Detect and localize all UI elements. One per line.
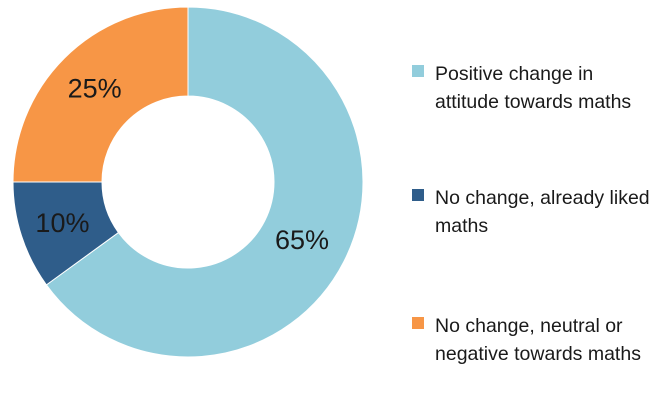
donut-slice-positive-change [45, 6, 364, 358]
donut-slices [12, 6, 364, 358]
donut-data-labels: 65% 10% 25% [35, 74, 329, 255]
legend-swatch-neutral-negative [412, 317, 424, 329]
legend-label-positive-change: Positive change in attitude towards math… [435, 63, 632, 113]
legend-swatch-positive-change [412, 65, 424, 77]
data-label-positive-change: 65% [275, 225, 329, 255]
donut-slice-neutral-negative [12, 6, 189, 183]
legend-swatch-already-liked [412, 189, 424, 201]
data-label-neutral-negative: 25% [68, 74, 122, 104]
legend-label-neutral-negative: No change, neutral or negative towards m… [435, 315, 641, 365]
donut-chart: 65% 10% 25% [12, 6, 364, 358]
data-label-already-liked: 10% [35, 208, 89, 238]
legend-label-already-liked: No change, already liked maths [435, 187, 650, 237]
chart-legend: Positive change in attitude towards math… [412, 0, 656, 398]
